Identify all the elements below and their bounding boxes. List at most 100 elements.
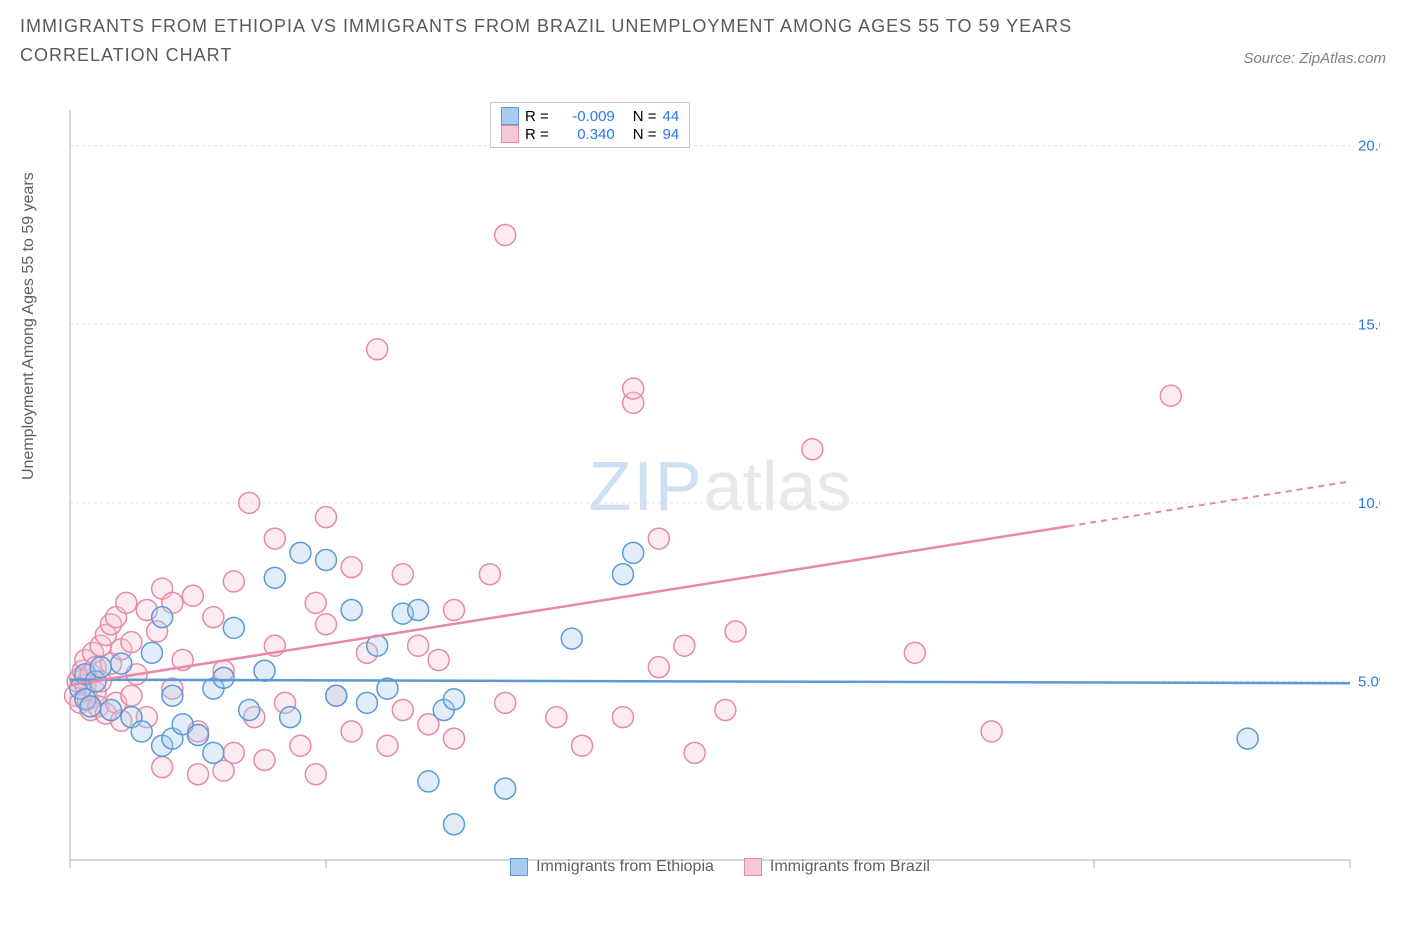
ethiopia-point [290, 542, 311, 563]
brazil-point [725, 621, 746, 642]
svg-text:20.0%: 20.0% [1358, 138, 1380, 155]
brazil-point [392, 564, 413, 585]
ethiopia-trendline [70, 680, 1350, 684]
brazil-point [121, 632, 142, 653]
brazil-point [377, 735, 398, 756]
brazil-point [367, 339, 388, 360]
brazil-point [648, 528, 669, 549]
ethiopia-point [80, 696, 101, 717]
ethiopia-point [131, 721, 152, 742]
ethiopia-point [254, 660, 275, 681]
brazil-point [341, 721, 362, 742]
brazil-point [408, 635, 429, 656]
ethiopia-point [623, 542, 644, 563]
ethiopia-swatch [501, 107, 519, 125]
ethiopia-legend-swatch [510, 858, 528, 876]
stats-legend: R = -0.009 N = 44 R = 0.340 N = 94 [490, 102, 690, 148]
brazil-point [254, 750, 275, 771]
brazil-point [495, 692, 516, 713]
svg-text:0.0%: 0.0% [78, 877, 112, 880]
ethiopia-point [111, 653, 132, 674]
brazil-r-value: 0.340 [555, 126, 615, 143]
brazil-point [223, 742, 244, 763]
ethiopia-point [213, 667, 234, 688]
r-prefix: R = [525, 126, 549, 143]
brazil-n-value: 94 [663, 126, 680, 143]
chart-title: IMMIGRANTS FROM ETHIOPIA VS IMMIGRANTS F… [20, 12, 1120, 70]
ethiopia-point [612, 564, 633, 585]
ethiopia-point [495, 778, 516, 799]
brazil-point [428, 650, 449, 671]
brazil-point [316, 507, 337, 528]
ethiopia-n-value: 44 [663, 108, 680, 125]
scatter-chart: 0.0%25.0%5.0%10.0%15.0%20.0% [60, 100, 1380, 880]
svg-text:5.0%: 5.0% [1358, 673, 1380, 690]
brazil-point [264, 528, 285, 549]
brazil-trendline-extrapolated [1068, 481, 1350, 526]
svg-text:15.0%: 15.0% [1358, 316, 1380, 333]
brazil-point [444, 600, 465, 621]
brazil-point [479, 564, 500, 585]
brazil-point [290, 735, 311, 756]
ethiopia-point [188, 725, 209, 746]
brazil-legend-label: Immigrants from Brazil [770, 858, 930, 876]
legend-item-brazil: Immigrants from Brazil [744, 858, 930, 876]
brazil-point [121, 685, 142, 706]
brazil-point [495, 225, 516, 246]
brazil-point [715, 700, 736, 721]
ethiopia-point [203, 742, 224, 763]
n-prefix: N = [633, 126, 657, 143]
ethiopia-point [408, 600, 429, 621]
brazil-point [444, 728, 465, 749]
ethiopia-point [152, 607, 173, 628]
y-axis-label: Unemployment Among Ages 55 to 59 years [20, 172, 38, 480]
brazil-point [546, 707, 567, 728]
brazil-point [305, 764, 326, 785]
brazil-legend-swatch [744, 858, 762, 876]
brazil-point [674, 635, 695, 656]
ethiopia-r-value: -0.009 [555, 108, 615, 125]
ethiopia-point [141, 642, 162, 663]
ethiopia-point [444, 814, 465, 835]
ethiopia-point [264, 567, 285, 588]
ethiopia-point [100, 700, 121, 721]
legend-item-ethiopia: Immigrants from Ethiopia [510, 858, 714, 876]
ethiopia-point [90, 657, 111, 678]
brazil-point [341, 557, 362, 578]
brazil-point [648, 657, 669, 678]
brazil-point [981, 721, 1002, 742]
brazil-point [612, 707, 633, 728]
brazil-point [1160, 385, 1181, 406]
brazil-point [316, 614, 337, 635]
brazil-point [904, 642, 925, 663]
ethiopia-point [561, 628, 582, 649]
n-prefix: N = [633, 108, 657, 125]
stats-legend-row-ethiopia: R = -0.009 N = 44 [501, 107, 679, 125]
ethiopia-point [316, 550, 337, 571]
brazil-point [684, 742, 705, 763]
ethiopia-point [1237, 728, 1258, 749]
brazil-swatch [501, 125, 519, 143]
ethiopia-point [239, 700, 260, 721]
ethiopia-point [223, 617, 244, 638]
series-legend: Immigrants from Ethiopia Immigrants from … [60, 858, 1380, 876]
brazil-point [572, 735, 593, 756]
ethiopia-point [326, 685, 347, 706]
r-prefix: R = [525, 108, 549, 125]
brazil-point [239, 492, 260, 513]
stats-legend-row-brazil: R = 0.340 N = 94 [501, 125, 679, 143]
brazil-point [623, 378, 644, 399]
ethiopia-point [356, 692, 377, 713]
brazil-point [203, 607, 224, 628]
svg-text:10.0%: 10.0% [1358, 495, 1380, 512]
plot-area: ZIPatlas 0.0%25.0%5.0%10.0%15.0%20.0% R … [60, 100, 1380, 880]
ethiopia-point [341, 600, 362, 621]
brazil-point [802, 439, 823, 460]
ethiopia-point [280, 707, 301, 728]
brazil-point [305, 592, 326, 613]
ethiopia-point [162, 685, 183, 706]
source-attribution: Source: ZipAtlas.com [1243, 50, 1386, 67]
ethiopia-point [444, 689, 465, 710]
brazil-point [152, 757, 173, 778]
ethiopia-point [418, 771, 439, 792]
